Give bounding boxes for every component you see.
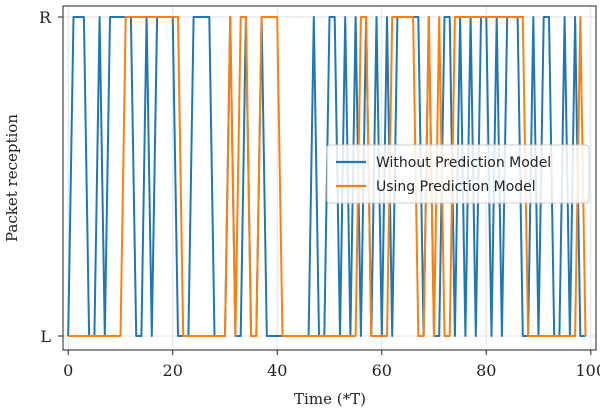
x-tick-label: 100 (576, 361, 600, 380)
legend-label-using-prediction: Using Prediction Model (376, 179, 536, 195)
legend-box (326, 144, 590, 204)
legend-label-without-prediction: Without Prediction Model (376, 155, 551, 171)
x-tick-label: 40 (267, 361, 287, 380)
series-line-using-prediction (68, 16, 587, 337)
x-axis-label: Time (*T) (294, 390, 366, 408)
ticks: 0 20 40 60 80 100 L R (39, 8, 600, 380)
x-tick-label: 0 (63, 361, 73, 380)
y-axis-label: Packet reception (3, 114, 21, 242)
y-tick-label: L (40, 327, 51, 346)
y-tick-label: R (39, 8, 52, 27)
plot-frame (62, 5, 597, 351)
x-tick-label: 20 (163, 361, 183, 380)
x-tick-label: 80 (476, 361, 496, 380)
legend: Without Prediction Model Using Predictio… (326, 144, 590, 204)
x-tick-label: 60 (372, 361, 392, 380)
